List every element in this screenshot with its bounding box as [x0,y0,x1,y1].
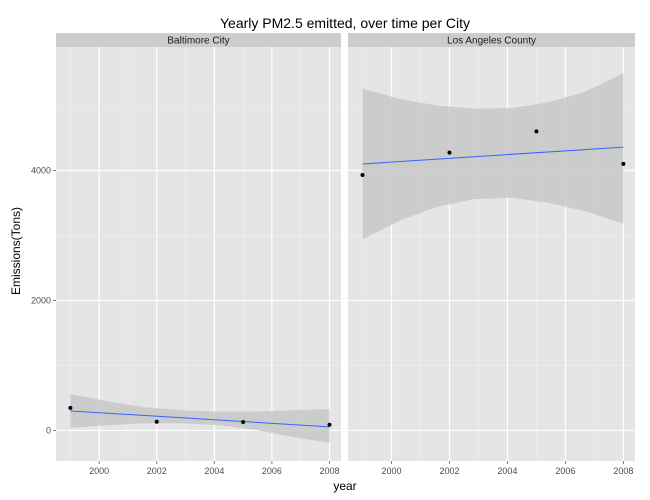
panel-los-angeles-county: Los Angeles County 2000 2002 2004 2006 2008 [348,33,635,476]
x-tick-label: 2008 [613,466,633,476]
y-tick-label: 0 [46,425,51,435]
y-tick-label: 4000 [31,165,51,175]
data-point [327,422,332,427]
x-tick-label: 2006 [555,466,575,476]
x-tick-label: 2002 [439,466,459,476]
data-point [154,419,159,424]
facet-strip-label: Los Angeles County [447,36,536,47]
data-point [447,150,452,155]
facet-strip [348,33,635,47]
panel-baltimore-city: Baltimore City 2000 2002 2004 2006 2008 [56,33,341,476]
x-tick-label: 2004 [204,466,224,476]
x-tick-label: 2000 [89,466,109,476]
fit-line [70,410,330,428]
data-point [241,419,246,424]
data-point [360,172,365,177]
chart-title: Yearly PM2.5 emitted, over time per City [220,15,470,31]
panel-background [56,47,341,461]
x-tick-label: 2008 [319,466,339,476]
facet-strip-label: Baltimore City [167,36,229,47]
y-tick-label: 2000 [31,295,51,305]
y-axis: 0 2000 4000 [31,165,56,435]
confidence-band [362,73,624,240]
x-tick-label: 2002 [147,466,167,476]
x-tick-label: 2000 [381,466,401,476]
data-point [534,129,539,134]
data-point [621,161,626,166]
fit-line [362,146,624,165]
y-axis-title: Emissions(Tons) [9,207,23,295]
facet-strip [56,33,341,47]
x-tick-label: 2006 [262,466,282,476]
x-axis-title: year [333,479,356,493]
data-point [68,405,73,410]
x-tick-label: 2004 [497,466,517,476]
